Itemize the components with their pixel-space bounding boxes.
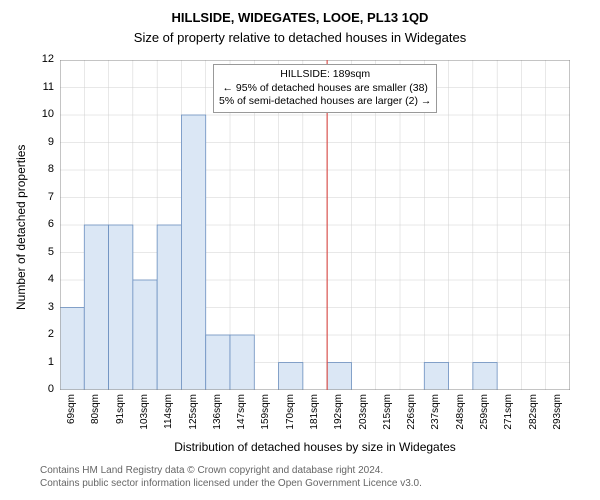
x-tick: 91sqm <box>115 394 126 424</box>
x-tick: 159sqm <box>260 394 271 430</box>
y-tick: 10 <box>34 108 54 120</box>
y-tick: 3 <box>34 301 54 313</box>
y-tick: 0 <box>34 383 54 395</box>
x-tick: 192sqm <box>333 394 344 430</box>
annotation-line1: HILLSIDE: 189sqm <box>219 68 431 82</box>
footer-line2: Contains public sector information licen… <box>40 478 422 489</box>
y-tick: 11 <box>34 81 54 93</box>
x-tick: 259sqm <box>479 394 490 430</box>
y-tick: 6 <box>34 218 54 230</box>
y-tick: 8 <box>34 163 54 175</box>
x-tick: 136sqm <box>212 394 223 430</box>
y-tick: 4 <box>34 273 54 285</box>
chart-title-line1: HILLSIDE, WIDEGATES, LOOE, PL13 1QD <box>0 10 600 25</box>
y-tick: 5 <box>34 246 54 258</box>
annotation-line2: ← 95% of detached houses are smaller (38… <box>219 82 431 96</box>
annotation-box: HILLSIDE: 189sqm ← 95% of detached house… <box>213 64 437 113</box>
x-tick: 271sqm <box>503 394 514 430</box>
x-tick: 125sqm <box>188 394 199 430</box>
x-tick: 293sqm <box>552 394 563 430</box>
x-tick: 147sqm <box>236 394 247 430</box>
x-tick: 203sqm <box>358 394 369 430</box>
x-tick: 80sqm <box>90 394 101 424</box>
x-axis-label: Distribution of detached houses by size … <box>60 440 570 454</box>
x-tick: 237sqm <box>430 394 441 430</box>
footer-line1: Contains HM Land Registry data © Crown c… <box>40 465 383 476</box>
x-tick: 248sqm <box>455 394 466 430</box>
x-tick: 226sqm <box>406 394 417 430</box>
x-tick: 215sqm <box>382 394 393 430</box>
y-tick: 9 <box>34 136 54 148</box>
x-tick: 103sqm <box>139 394 150 430</box>
annotation-line3: 5% of semi-detached houses are larger (2… <box>219 95 431 109</box>
x-tick: 282sqm <box>528 394 539 430</box>
x-tick: 181sqm <box>309 394 320 430</box>
y-axis-label: Number of detached properties <box>14 145 28 310</box>
y-tick: 12 <box>34 53 54 65</box>
y-tick: 1 <box>34 356 54 368</box>
x-tick: 69sqm <box>66 394 77 424</box>
y-tick: 2 <box>34 328 54 340</box>
x-tick: 170sqm <box>285 394 296 430</box>
x-tick: 114sqm <box>163 394 174 429</box>
y-tick: 7 <box>34 191 54 203</box>
chart-title-line2: Size of property relative to detached ho… <box>0 30 600 45</box>
